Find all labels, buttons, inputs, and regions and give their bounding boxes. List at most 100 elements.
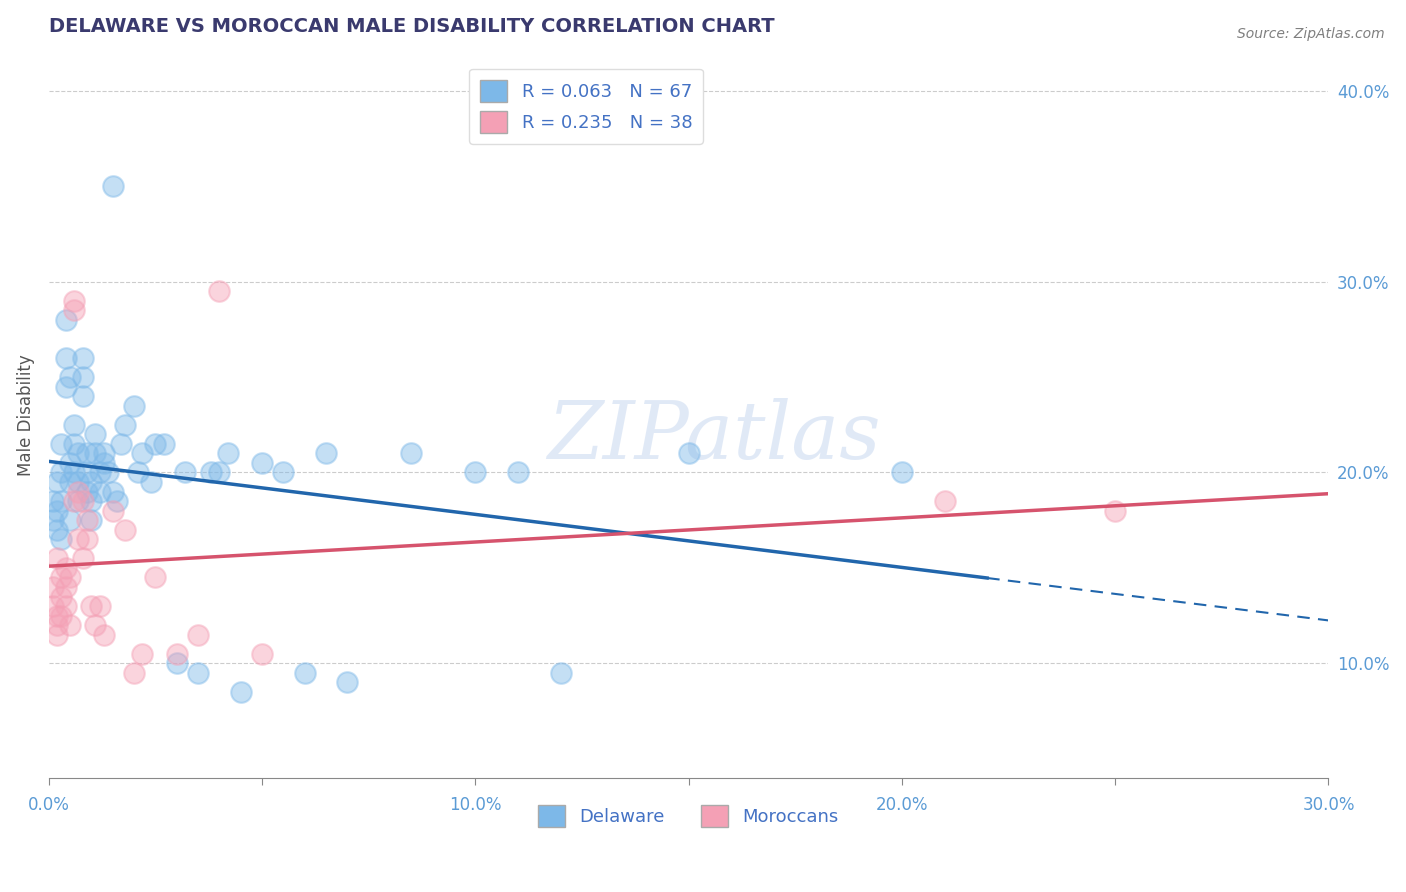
Point bbox=[166, 657, 188, 671]
Point bbox=[46, 628, 69, 642]
Point bbox=[122, 665, 145, 680]
Point bbox=[93, 456, 115, 470]
Point bbox=[51, 533, 73, 547]
Point bbox=[200, 466, 222, 480]
Point bbox=[187, 628, 209, 642]
Point bbox=[51, 570, 73, 584]
Point bbox=[229, 685, 252, 699]
Point bbox=[67, 484, 90, 499]
Point bbox=[55, 312, 77, 326]
Point bbox=[89, 599, 111, 614]
Point bbox=[67, 446, 90, 460]
Point bbox=[101, 484, 124, 499]
Point bbox=[1104, 504, 1126, 518]
Point bbox=[55, 580, 77, 594]
Point bbox=[59, 570, 82, 584]
Point bbox=[143, 570, 166, 584]
Point bbox=[890, 466, 912, 480]
Point bbox=[217, 446, 239, 460]
Point bbox=[336, 675, 359, 690]
Text: ZIPatlas: ZIPatlas bbox=[547, 398, 882, 475]
Point bbox=[55, 599, 77, 614]
Point bbox=[46, 608, 69, 623]
Point bbox=[46, 618, 69, 632]
Point bbox=[208, 284, 231, 298]
Point bbox=[67, 494, 90, 508]
Point bbox=[63, 303, 86, 318]
Point bbox=[72, 389, 94, 403]
Point bbox=[63, 293, 86, 308]
Point bbox=[76, 446, 98, 460]
Point bbox=[550, 665, 572, 680]
Point bbox=[76, 513, 98, 527]
Point bbox=[80, 513, 103, 527]
Point bbox=[76, 533, 98, 547]
Point bbox=[55, 379, 77, 393]
Point bbox=[506, 466, 529, 480]
Point bbox=[59, 370, 82, 384]
Point bbox=[250, 647, 273, 661]
Legend: Delaware, Moroccans: Delaware, Moroccans bbox=[531, 797, 846, 834]
Point bbox=[59, 513, 82, 527]
Point bbox=[76, 466, 98, 480]
Point bbox=[187, 665, 209, 680]
Point bbox=[42, 599, 65, 614]
Point bbox=[51, 494, 73, 508]
Point bbox=[67, 475, 90, 489]
Point bbox=[934, 494, 956, 508]
Point bbox=[46, 475, 69, 489]
Point bbox=[464, 466, 486, 480]
Point bbox=[67, 533, 90, 547]
Point bbox=[42, 513, 65, 527]
Point bbox=[84, 427, 107, 442]
Point bbox=[101, 179, 124, 194]
Point bbox=[55, 351, 77, 365]
Point bbox=[114, 417, 136, 432]
Point bbox=[143, 437, 166, 451]
Point bbox=[59, 618, 82, 632]
Point bbox=[46, 551, 69, 566]
Point bbox=[271, 466, 294, 480]
Point bbox=[46, 504, 69, 518]
Point bbox=[72, 494, 94, 508]
Point bbox=[51, 466, 73, 480]
Point bbox=[76, 484, 98, 499]
Point bbox=[84, 618, 107, 632]
Point bbox=[208, 466, 231, 480]
Point bbox=[152, 437, 174, 451]
Point bbox=[51, 590, 73, 604]
Point bbox=[46, 523, 69, 537]
Point bbox=[399, 446, 422, 460]
Point bbox=[42, 580, 65, 594]
Point bbox=[131, 446, 153, 460]
Point bbox=[42, 494, 65, 508]
Point bbox=[139, 475, 162, 489]
Point bbox=[80, 494, 103, 508]
Text: Source: ZipAtlas.com: Source: ZipAtlas.com bbox=[1237, 27, 1385, 41]
Point bbox=[122, 399, 145, 413]
Point bbox=[105, 494, 128, 508]
Point bbox=[51, 437, 73, 451]
Point bbox=[166, 647, 188, 661]
Point bbox=[294, 665, 316, 680]
Point bbox=[110, 437, 132, 451]
Point bbox=[84, 446, 107, 460]
Point bbox=[63, 437, 86, 451]
Point bbox=[72, 351, 94, 365]
Point bbox=[678, 446, 700, 460]
Point bbox=[174, 466, 197, 480]
Point bbox=[55, 561, 77, 575]
Point bbox=[51, 608, 73, 623]
Point bbox=[80, 599, 103, 614]
Point bbox=[63, 466, 86, 480]
Point bbox=[89, 466, 111, 480]
Y-axis label: Male Disability: Male Disability bbox=[17, 354, 35, 476]
Point bbox=[59, 475, 82, 489]
Point bbox=[80, 475, 103, 489]
Point bbox=[250, 456, 273, 470]
Point bbox=[63, 494, 86, 508]
Point bbox=[93, 446, 115, 460]
Point bbox=[59, 456, 82, 470]
Point bbox=[97, 466, 120, 480]
Point bbox=[72, 551, 94, 566]
